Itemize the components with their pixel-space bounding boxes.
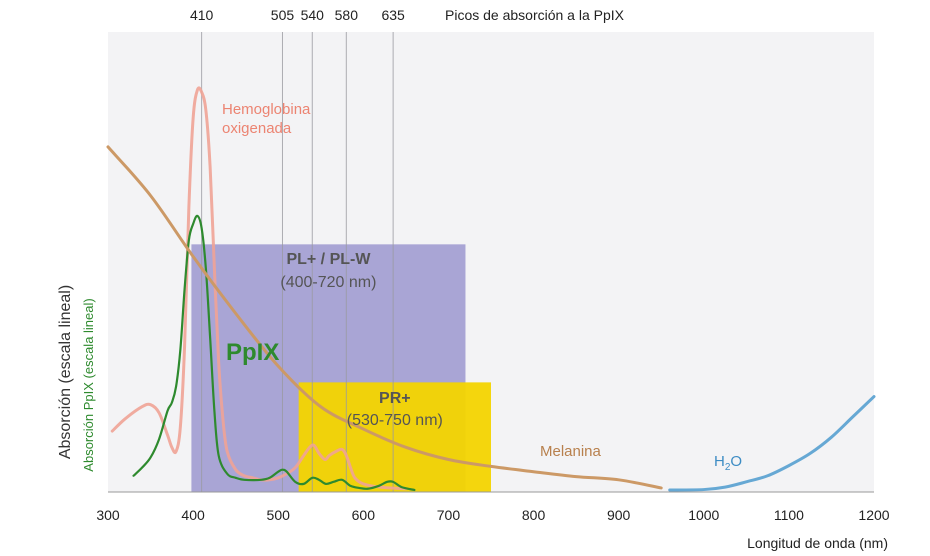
band-pl-range: (400-720 nm) [280, 274, 376, 291]
band-pr [298, 382, 491, 492]
ppix-label: PpIX [226, 339, 279, 366]
hemoglobin-label-line2: oxigenada [222, 120, 292, 137]
peak-label-635: 635 [381, 7, 405, 23]
x-tick-900: 900 [607, 507, 631, 523]
x-tick-1200: 1200 [858, 507, 889, 523]
ppix-curve [132, 214, 416, 492]
hemoglobin-label-line1: Hemoglobina [222, 101, 311, 118]
water-label-sub: 2 [725, 462, 731, 473]
x-tick-1100: 1100 [774, 507, 804, 523]
band-pl-name: PL+ / PL-W [286, 251, 371, 268]
melanin-label: Melanina [540, 443, 602, 460]
x-tick-500: 500 [267, 507, 291, 523]
y-axis-title-ppix: Absorción PpIX (escala lineal) [81, 298, 96, 471]
peak-label-505: 505 [271, 7, 295, 23]
x-tick-700: 700 [437, 507, 461, 523]
peak-label-540: 540 [301, 7, 325, 23]
water-label-o: O [730, 453, 742, 470]
peak-label-410: 410 [190, 7, 214, 23]
melanin-curve [106, 145, 663, 490]
x-tick-1000: 1000 [688, 507, 719, 523]
water-label-h: H [714, 453, 725, 470]
x-tick-400: 400 [181, 507, 205, 523]
x-tick-600: 600 [352, 507, 376, 523]
band-pr-name: PR+ [379, 390, 411, 407]
x-tick-800: 800 [522, 507, 546, 523]
water-label: H2O [714, 453, 742, 473]
water-curve [668, 395, 876, 492]
y-axis-title: Absorción (escala lineal) [57, 285, 74, 459]
hemoglobin-curve [110, 86, 408, 491]
peak-label-580: 580 [335, 7, 359, 23]
band-pr-range: (530-750 nm) [347, 412, 443, 429]
x-tick-300: 300 [96, 507, 120, 523]
x-axis-title: Longitud de onda (nm) [747, 535, 888, 551]
peaks-title: Picos de absorción a la PpIX [445, 7, 625, 23]
